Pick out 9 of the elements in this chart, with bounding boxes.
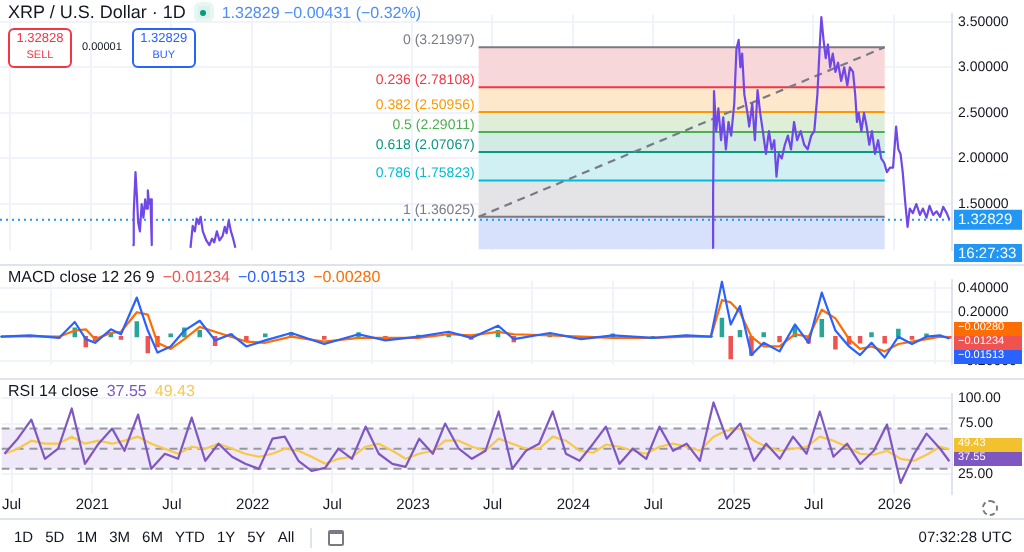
annotation: −0.00280 bbox=[313, 268, 381, 286]
chart-title: XRP / U.S. Dollar · 1D bbox=[8, 2, 186, 22]
annotation: −0.01513 bbox=[237, 268, 306, 286]
annotation: 37.55 bbox=[106, 382, 147, 400]
chart-title: MACD close 12 26 9 bbox=[8, 268, 155, 286]
annotation: 49.43 bbox=[154, 382, 195, 400]
chart-title: RSI 14 close bbox=[8, 382, 99, 400]
chart-subtitle: 1.32829 −0.00431 (−0.32%) bbox=[221, 3, 421, 21]
annotation: −0.01234 bbox=[162, 268, 230, 286]
